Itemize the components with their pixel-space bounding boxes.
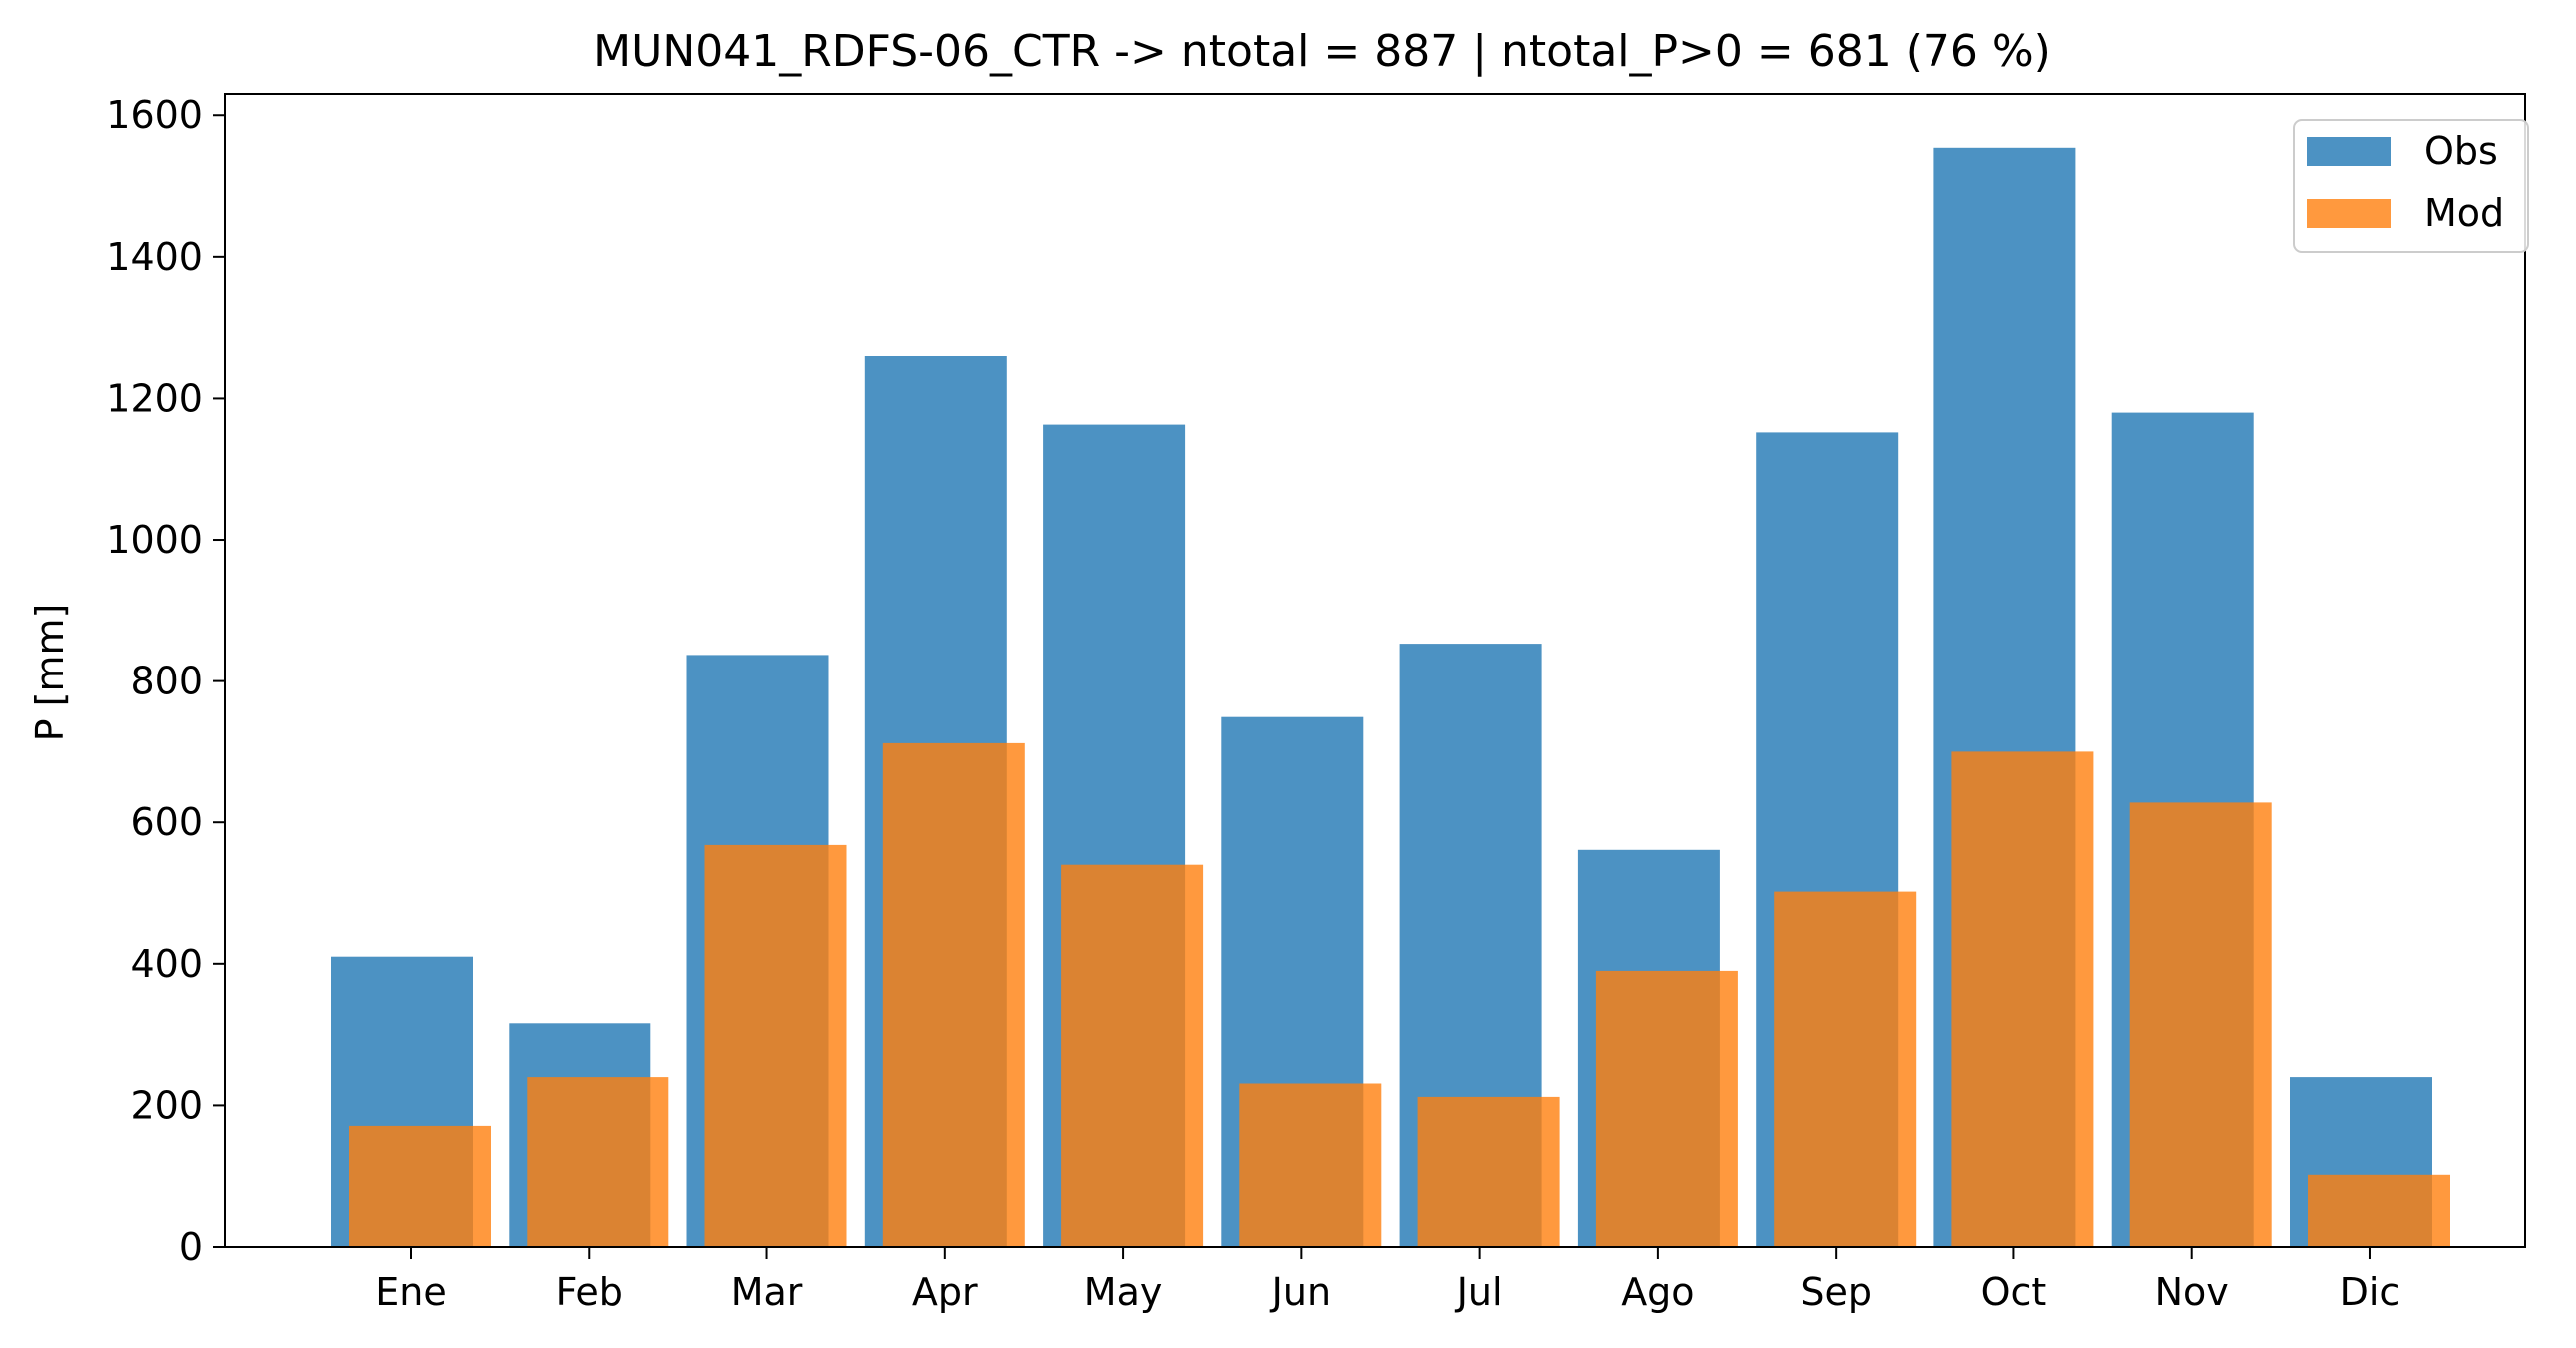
chart-title: MUN041_RDFS-06_CTR -> ntotal = 887 | nto… bbox=[593, 26, 2051, 77]
legend: Obs Mod bbox=[2293, 119, 2529, 253]
x-tick-label-apr: Apr bbox=[912, 1270, 978, 1314]
x-tick-label-dic: Dic bbox=[2340, 1270, 2401, 1314]
x-tick-label-jun: Jun bbox=[1270, 1270, 1331, 1314]
x-tick-label-oct: Oct bbox=[1981, 1270, 2047, 1314]
y-tick-label-1200: 1200 bbox=[106, 376, 203, 420]
bar-mod-ene bbox=[349, 1125, 491, 1247]
bar-mod-mar bbox=[704, 844, 847, 1247]
x-tick-label-sep: Sep bbox=[1800, 1270, 1872, 1314]
bar-mod-dic bbox=[2308, 1174, 2450, 1247]
bar-mod-feb bbox=[527, 1077, 669, 1247]
bar-mod-nov bbox=[2129, 802, 2272, 1247]
y-tick-label-1400: 1400 bbox=[106, 235, 203, 279]
y-tick-label-1000: 1000 bbox=[106, 518, 203, 562]
bar-mod-oct bbox=[1951, 751, 2094, 1247]
legend-label-mod: Mod bbox=[2424, 191, 2504, 235]
x-tick-label-may: May bbox=[1084, 1270, 1163, 1314]
y-tick-label-400: 400 bbox=[130, 942, 203, 986]
y-tick-label-800: 800 bbox=[130, 660, 203, 703]
legend-label-obs: Obs bbox=[2424, 129, 2498, 173]
x-tick-label-ene: Ene bbox=[375, 1270, 446, 1314]
bars-layer bbox=[331, 147, 2450, 1248]
y-tick-label-200: 200 bbox=[130, 1083, 203, 1127]
bar-mod-ago bbox=[1595, 970, 1738, 1247]
bar-mod-jul bbox=[1417, 1096, 1560, 1247]
ticks-layer: Ene Feb Mar Apr May Jun Jul Ago Sep Oct Nov Dic 0 200… bbox=[106, 93, 2400, 1314]
y-tick-label-0: 0 bbox=[179, 1225, 203, 1269]
bar-mod-apr bbox=[882, 742, 1025, 1247]
x-tick-label-feb: Feb bbox=[556, 1270, 623, 1314]
x-tick-label-mar: Mar bbox=[731, 1270, 803, 1314]
bar-mod-may bbox=[1061, 864, 1204, 1247]
bar-mod-jun bbox=[1239, 1083, 1382, 1247]
x-tick-label-nov: Nov bbox=[2155, 1270, 2229, 1314]
x-tick-label-ago: Ago bbox=[1621, 1270, 1694, 1314]
y-tick-label-1600: 1600 bbox=[106, 93, 203, 137]
y-axis-label: P [mm] bbox=[28, 604, 72, 742]
x-tick-label-jul: Jul bbox=[1455, 1270, 1503, 1314]
legend-swatch-obs bbox=[2307, 137, 2391, 166]
y-tick-label-600: 600 bbox=[130, 800, 203, 844]
bar-mod-sep bbox=[1774, 891, 1917, 1247]
legend-swatch-mod bbox=[2307, 199, 2391, 228]
plot-area-frame bbox=[224, 93, 2526, 1248]
